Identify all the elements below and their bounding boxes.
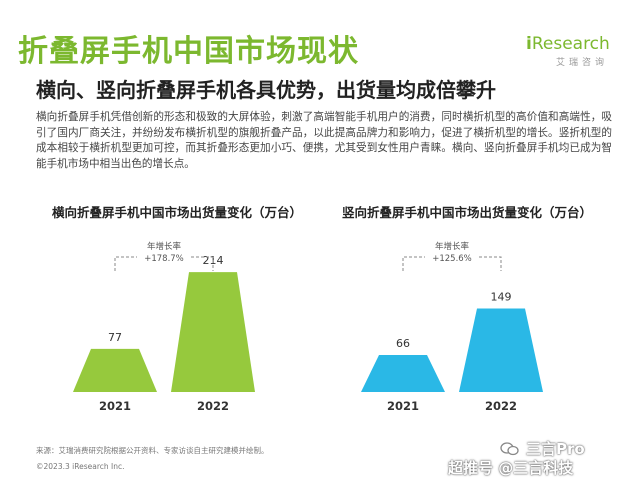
chart-vertical-fold: 66 2021 149 2022 年增长率 +125.6% xyxy=(361,241,543,413)
growth-bracket-horizontal xyxy=(114,256,214,271)
growth-value-horizontal: +178.7% xyxy=(144,254,184,264)
x-tick-horizontal-2021: 2021 xyxy=(99,399,131,413)
growth-label-vertical: 年增长率 xyxy=(435,241,470,252)
data-label-vertical-2022: 149 xyxy=(491,291,512,304)
page-subtitle: 横向、竖向折叠屏手机各具优势，出货量均成倍攀升 xyxy=(36,78,496,102)
iresearch-logo: iResearch 艾瑞咨询 xyxy=(526,34,610,74)
source-note: 来源：艾瑞消费研究院根据公开资料、专家访谈自主研究建模并绘制。 xyxy=(36,446,269,455)
watermark-account: 超推号 @三言科技 xyxy=(448,459,574,477)
x-tick-horizontal-2022: 2022 xyxy=(197,399,229,413)
wechat-icon xyxy=(500,442,519,456)
watermark-brand: 三言Pro xyxy=(526,440,585,458)
x-tick-vertical-2021: 2021 xyxy=(387,399,419,413)
logo-wordmark: iResearch xyxy=(526,34,610,54)
chart-title-vertical: 竖向折叠屏手机中国市场出货量变化（万台） xyxy=(342,205,593,220)
page-title: 折叠屏手机中国市场现状 xyxy=(18,34,359,69)
bar-horizontal-2021 xyxy=(73,348,157,392)
bar-vertical-2021 xyxy=(361,355,445,392)
data-label-horizontal-2021: 77 xyxy=(108,331,122,344)
logo-i: i xyxy=(526,34,532,54)
chart-title-horizontal: 横向折叠屏手机中国市场出货量变化（万台） xyxy=(52,205,303,220)
growth-label-horizontal: 年增长率 xyxy=(147,241,182,252)
bar-vertical-2022 xyxy=(459,308,543,392)
x-tick-vertical-2022: 2022 xyxy=(485,399,517,413)
data-label-vertical-2021: 66 xyxy=(396,337,410,350)
logo-subtext: 艾瑞咨询 xyxy=(556,58,609,68)
growth-bracket-vertical xyxy=(402,256,502,271)
logo-research: Research xyxy=(531,34,610,54)
bar-horizontal-2022 xyxy=(171,272,255,392)
body-paragraph: 横向折叠屏手机凭借创新的形态和极致的大屏体验，刺激了高端智能手机用户的消费，同时… xyxy=(36,111,612,170)
copyright-note: ©2023.3 iResearch Inc. xyxy=(36,462,125,471)
growth-value-vertical: +125.6% xyxy=(432,254,472,264)
